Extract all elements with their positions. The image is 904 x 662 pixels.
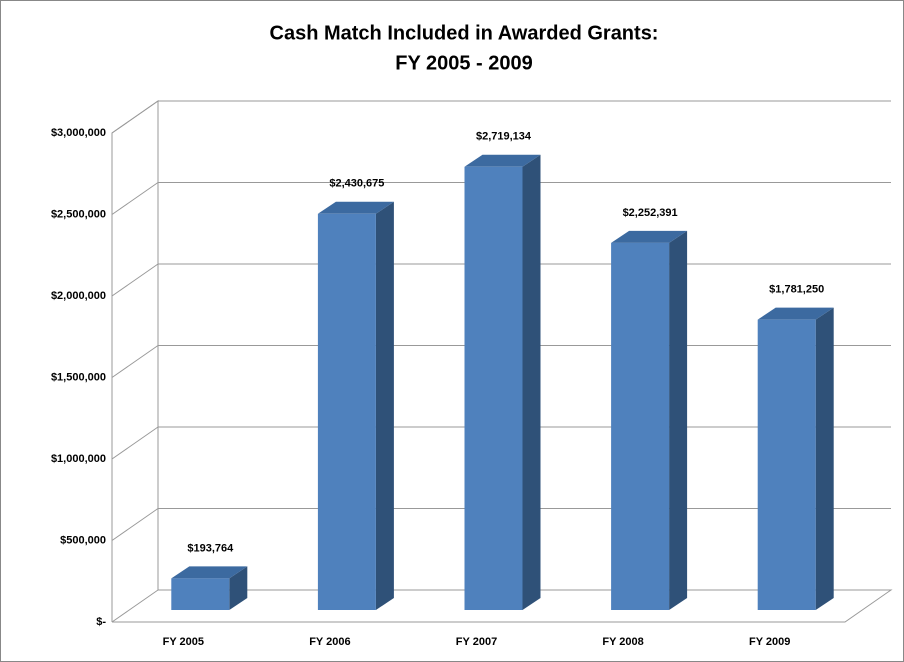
grid-line	[111, 100, 159, 134]
bar-top	[611, 230, 688, 243]
value-label: $193,764	[187, 542, 234, 554]
grid-line	[111, 508, 159, 541]
x-tick-label: FY 2009	[749, 636, 790, 648]
y-tick-label: $2,000,000	[51, 290, 106, 302]
bar-side	[375, 201, 394, 610]
y-tick-label: $1,000,000	[51, 453, 106, 465]
chart-title: FY 2005 - 2009	[395, 52, 533, 74]
y-tick-label: $3,000,000	[51, 127, 106, 139]
bar-side	[669, 230, 688, 610]
y-tick-label: $-	[96, 616, 106, 628]
value-label: $1,781,250	[769, 284, 824, 296]
bar	[464, 166, 523, 610]
bar-side	[815, 307, 834, 610]
bar	[757, 319, 816, 610]
x-tick-label: FY 2008	[602, 636, 643, 648]
value-label: $2,430,675	[329, 178, 384, 190]
y-tick-label: $500,000	[60, 534, 106, 546]
grid-line	[111, 589, 159, 623]
x-tick-label: FY 2006	[309, 636, 350, 648]
y-tick-label: $1,500,000	[51, 371, 106, 383]
bar	[611, 242, 670, 610]
chart-title: Cash Match Included in Awarded Grants:	[270, 22, 659, 44]
x-tick-label: FY 2005	[163, 636, 204, 648]
bar-top	[464, 154, 541, 167]
grid-line	[111, 345, 159, 378]
bar-top	[757, 307, 834, 320]
value-label: $2,719,134	[476, 131, 532, 143]
bar-top	[317, 201, 394, 214]
y-tick-label: $2,500,000	[51, 208, 106, 220]
x-tick-label: FY 2007	[456, 636, 497, 648]
bar-top	[171, 566, 248, 579]
value-label: $2,252,391	[623, 207, 678, 219]
grid-line	[111, 263, 159, 297]
bar	[171, 578, 230, 610]
bar-side	[522, 154, 541, 610]
bar	[317, 213, 376, 610]
grid-line	[111, 426, 159, 460]
grid-line	[111, 182, 159, 215]
bar-side	[229, 566, 248, 610]
